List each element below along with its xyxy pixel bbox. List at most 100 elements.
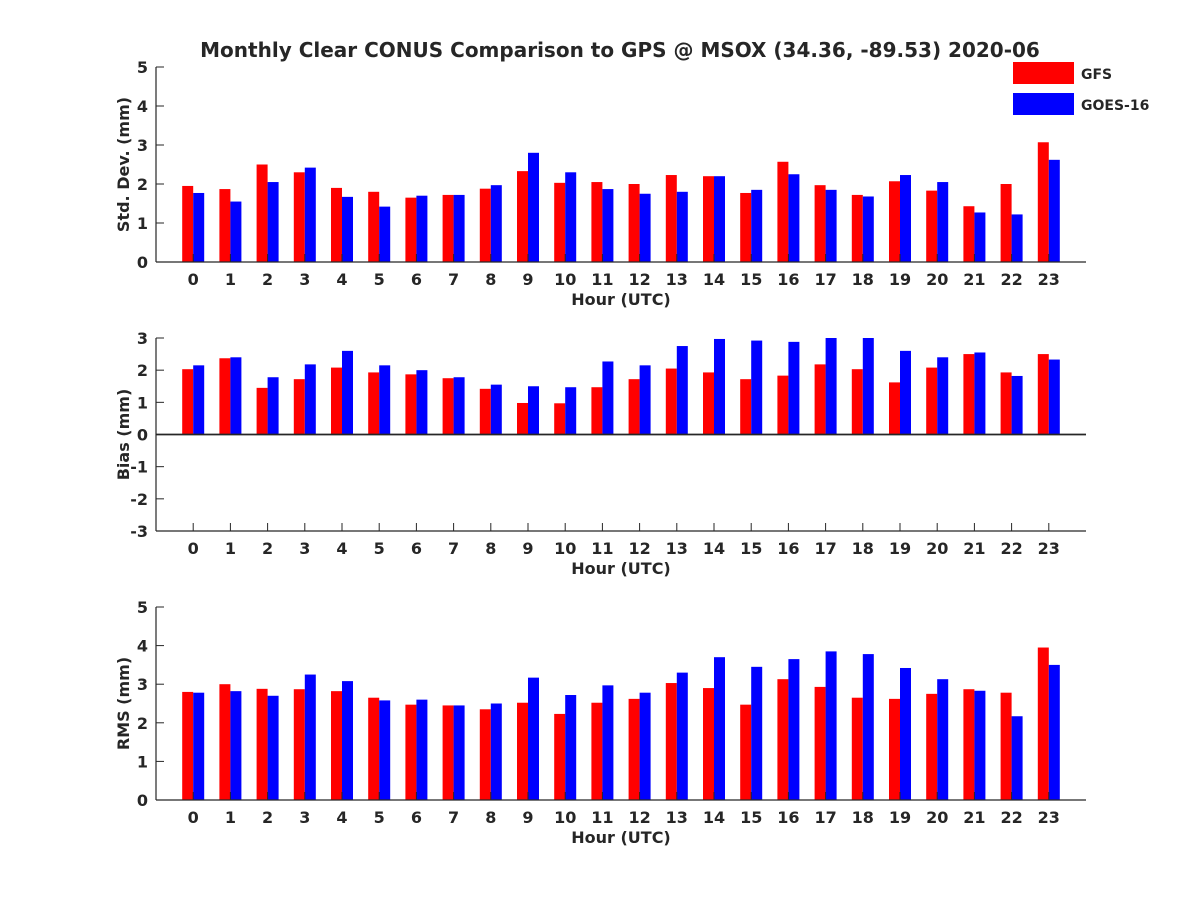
y-tick-label: 2	[137, 714, 148, 733]
x-tick-label: 3	[299, 539, 310, 558]
bar-goes-16-21	[974, 690, 986, 800]
x-tick-label: 22	[1000, 539, 1022, 558]
bar-goes-16-3	[304, 364, 316, 435]
bar-goes-16-6	[416, 370, 428, 435]
bar-goes-16-18	[862, 338, 874, 435]
x-tick-label: 18	[852, 539, 874, 558]
bar-gfs-7	[442, 705, 454, 800]
chart-legend: GFS GOES-16	[1013, 62, 1149, 115]
bar-goes-16-20	[937, 182, 949, 262]
bar-gfs-8	[479, 388, 491, 435]
x-tick-label: 21	[963, 270, 985, 289]
bar-gfs-15	[740, 704, 752, 800]
bar-gfs-11	[591, 387, 603, 435]
bar-gfs-6	[405, 704, 417, 800]
x-tick-label: 15	[740, 808, 762, 827]
y-tick-label: 1	[137, 752, 148, 771]
x-tick-label: 4	[336, 539, 347, 558]
bar-goes-16-14	[714, 657, 725, 800]
bar-goes-16-16	[788, 341, 800, 435]
x-tick-label: 23	[1038, 270, 1060, 289]
bar-goes-16-8	[490, 185, 502, 262]
x-tick-label: 5	[374, 539, 385, 558]
y-tick-label: 5	[137, 598, 148, 617]
x-tick-label: 12	[628, 539, 650, 558]
bar-gfs-12	[628, 379, 640, 435]
x-tick-label: 8	[485, 270, 496, 289]
bar-gfs-16	[777, 679, 789, 800]
bar-goes-16-23	[1048, 664, 1060, 800]
bar-goes-16-19	[900, 350, 911, 435]
x-tick-label: 15	[740, 539, 762, 558]
y-tick-label: -1	[130, 458, 148, 477]
x-tick-label: 19	[889, 539, 911, 558]
bar-gfs-12	[628, 184, 640, 262]
bar-gfs-10	[554, 403, 566, 435]
bar-goes-16-1	[230, 201, 242, 262]
bar-goes-16-13	[676, 191, 688, 262]
bar-gfs-13	[665, 683, 677, 800]
bar-goes-16-23	[1048, 359, 1060, 435]
x-tick-label: 12	[628, 808, 650, 827]
x-tick-label: 9	[522, 539, 533, 558]
bar-goes-16-19	[900, 667, 911, 800]
bar-gfs-0	[182, 185, 194, 262]
bar-goes-16-13	[676, 672, 688, 800]
bar-gfs-8	[479, 709, 491, 800]
bar-goes-16-8	[490, 384, 502, 435]
x-tick-label: 13	[666, 539, 688, 558]
x-tick-label: 16	[777, 539, 799, 558]
x-tick-label: 17	[814, 539, 836, 558]
bar-goes-16-2	[267, 695, 279, 800]
bar-goes-16-0	[193, 692, 205, 800]
bar-gfs-1	[219, 358, 231, 435]
bar-goes-16-10	[565, 387, 577, 435]
bar-gfs-1	[219, 189, 231, 262]
y-tick-label: -3	[130, 522, 148, 541]
x-tick-label: 19	[889, 808, 911, 827]
x-tick-label: 5	[374, 808, 385, 827]
bar-goes-16-16	[788, 174, 800, 262]
x-tick-label: 10	[554, 270, 576, 289]
x-tick-label: 16	[777, 808, 799, 827]
x-tick-label: 18	[852, 270, 874, 289]
bar-gfs-23	[1037, 142, 1049, 262]
bar-goes-16-10	[565, 695, 577, 800]
bar-goes-16-20	[937, 679, 949, 800]
bar-goes-16-0	[193, 365, 205, 435]
bar-goes-16-15	[751, 340, 763, 435]
x-tick-label: 21	[963, 808, 985, 827]
bar-gfs-5	[368, 697, 380, 800]
bar-gfs-11	[591, 182, 603, 262]
x-tick-label: 6	[411, 270, 422, 289]
legend-label-goes-16: GOES-16	[1081, 98, 1149, 114]
y-tick-label: 3	[137, 136, 148, 155]
bar-goes-16-18	[862, 196, 874, 262]
bar-goes-16-0	[193, 192, 205, 262]
bar-gfs-16	[777, 161, 789, 262]
bar-gfs-17	[814, 686, 826, 800]
bar-goes-16-17	[825, 651, 837, 800]
bar-gfs-16	[777, 375, 789, 435]
x-tick-label: 14	[703, 539, 725, 558]
x-tick-label: 23	[1038, 808, 1060, 827]
x-tick-label: 19	[889, 270, 911, 289]
bar-gfs-18	[851, 369, 863, 435]
x-axis-label: Hour (UTC)	[571, 290, 671, 309]
bar-gfs-8	[479, 188, 491, 262]
x-tick-label: 10	[554, 539, 576, 558]
x-tick-label: 0	[188, 270, 199, 289]
y-axis-label: RMS (mm)	[114, 657, 133, 750]
bar-gfs-10	[554, 713, 566, 800]
x-tick-label: 6	[411, 539, 422, 558]
bar-gfs-7	[442, 194, 454, 262]
bar-gfs-17	[814, 364, 826, 435]
bar-goes-16-3	[304, 674, 316, 800]
x-tick-label: 6	[411, 808, 422, 827]
bar-gfs-15	[740, 379, 752, 435]
x-tick-label: 20	[926, 270, 948, 289]
x-tick-label: 14	[703, 808, 725, 827]
